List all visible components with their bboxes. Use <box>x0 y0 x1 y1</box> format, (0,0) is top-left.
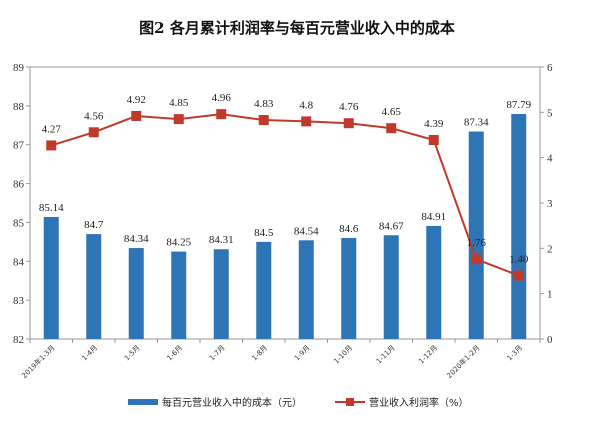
line-value-label: 4.65 <box>382 106 402 118</box>
x-tick-label: 2019年1-3月 <box>20 343 57 380</box>
bar <box>213 249 229 339</box>
bar <box>86 234 102 339</box>
line-point <box>46 140 57 151</box>
y-right-tick-label: 4 <box>547 153 553 165</box>
line-path <box>50 113 520 277</box>
line-point <box>216 109 227 120</box>
bar-value-label: 84.34 <box>124 233 149 245</box>
line-point <box>258 115 269 126</box>
bar <box>298 240 314 339</box>
bar-value-label: 84.67 <box>379 220 404 232</box>
line-value-label: 4.76 <box>339 101 359 113</box>
bar-value-label: 84.7 <box>84 219 104 231</box>
y-right-tick-label: 5 <box>547 107 553 119</box>
y-left-tick-label: 89 <box>13 62 25 74</box>
x-tick-label: 1-12月 <box>417 344 439 366</box>
bar-value-label: 84.91 <box>421 211 446 223</box>
line-value-label: 4.83 <box>254 98 274 110</box>
chart-title: 图2 各月累计利润率与每百元营业收入中的成本 <box>139 19 455 37</box>
x-tick-label: 1-10月 <box>332 344 354 366</box>
x-tick-label: 1-4月 <box>80 344 99 363</box>
bar <box>128 248 144 339</box>
bar-value-label: 87.79 <box>506 99 531 111</box>
legend-bar-swatch <box>128 399 158 405</box>
line-point <box>343 118 354 129</box>
bar-value-label: 87.34 <box>464 117 489 129</box>
x-axis: 2019年1-3月 1-4月 1-5月 1-6月 1-7月 1-8月 1-9月 1-10月 1-… <box>20 339 541 380</box>
bar-value-label: 84.5 <box>254 227 274 239</box>
x-tick-label: 1-3月 <box>505 344 524 363</box>
y-left-tick-label: 87 <box>13 140 25 152</box>
legend-line-label: 营业收入利润率（%） <box>369 396 469 409</box>
y-left-tick-label: 83 <box>13 295 25 307</box>
x-tick-label: 1-9月 <box>293 344 312 363</box>
line-value-label: 4.8 <box>299 99 313 111</box>
bar-series: 85.14 84.7 84.34 84.25 84.31 84.5 84.54 84.6 84.… <box>39 99 532 339</box>
y-left-tick-label: 86 <box>13 179 25 191</box>
line-value-label: 1.76 <box>467 237 487 249</box>
legend: 每百元营业收入中的成本（元） 营业收入利润率（%） <box>128 396 469 409</box>
x-tick-label: 2020年1-2月 <box>445 343 482 380</box>
x-tick-label: 1-7月 <box>208 344 227 363</box>
y-axis-left: 82 83 84 85 86 87 88 89 <box>13 62 30 346</box>
line-point <box>386 123 397 134</box>
bar-value-label: 84.31 <box>209 234 234 246</box>
x-tick-label: 1-11月 <box>375 344 397 366</box>
line-point <box>471 254 482 265</box>
line-point <box>173 114 184 125</box>
line-value-label: 4.27 <box>42 123 62 135</box>
x-tick-label: 1-8月 <box>250 344 269 363</box>
y-right-tick-label: 0 <box>547 334 553 346</box>
x-tick-label: 1-6月 <box>165 344 184 363</box>
bar <box>171 251 187 339</box>
y-left-tick-label: 85 <box>13 217 25 229</box>
y-left-tick-label: 82 <box>13 334 24 346</box>
bar-value-label: 84.25 <box>166 237 191 249</box>
y-right-tick-label: 2 <box>547 243 553 255</box>
y-right-tick-label: 3 <box>547 198 553 210</box>
bar-value-label: 84.54 <box>294 225 319 237</box>
bar <box>511 114 527 339</box>
line-value-label: 4.56 <box>84 110 104 122</box>
line-value-label: 4.39 <box>424 118 444 130</box>
y-right-tick-label: 6 <box>547 62 553 74</box>
bar <box>383 235 399 339</box>
y-right-tick-label: 1 <box>547 289 553 301</box>
bar-value-label: 85.14 <box>39 202 64 214</box>
line-point <box>428 134 439 145</box>
x-tick-label: 1-5月 <box>123 344 142 363</box>
line-point <box>301 116 312 127</box>
y-left-tick-label: 88 <box>13 101 25 113</box>
line-series: 4.27 4.56 4.92 4.85 4.96 4.83 4.8 4.76 4.65 4.39 1… <box>42 92 529 281</box>
line-point <box>131 110 142 121</box>
line-value-label: 4.85 <box>169 97 189 109</box>
line-value-label: 4.96 <box>212 92 232 104</box>
legend-line-marker <box>346 398 354 406</box>
bar <box>341 237 357 339</box>
bar <box>43 216 59 339</box>
bar <box>256 241 272 339</box>
y-left-tick-label: 84 <box>13 256 25 268</box>
legend-bar-label: 每百元营业收入中的成本（元） <box>162 396 302 409</box>
line-point <box>513 270 524 281</box>
y-axis-right: 0 1 2 3 4 5 6 <box>540 62 553 346</box>
bar-value-label: 84.6 <box>339 223 359 235</box>
line-point <box>88 127 99 138</box>
line-value-label: 1.40 <box>509 254 529 266</box>
bar <box>468 131 484 339</box>
plot-frame <box>29 66 541 340</box>
bar <box>426 225 442 339</box>
line-value-label: 4.92 <box>127 94 146 106</box>
